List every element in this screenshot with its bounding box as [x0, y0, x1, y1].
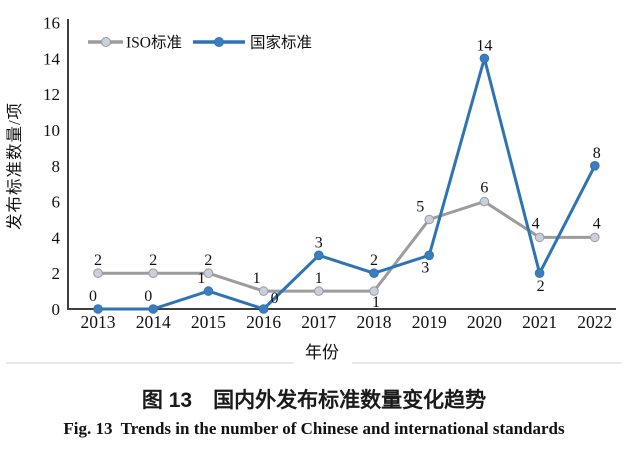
x-tick-label: 2022: [577, 312, 612, 332]
x-tick-label: 2020: [467, 312, 502, 332]
x-tick-label: 2014: [136, 312, 171, 332]
data-point: [424, 250, 435, 261]
data-label: 1: [315, 270, 323, 287]
data-point: [590, 232, 600, 243]
data-point: [369, 286, 379, 296]
data-point: [203, 268, 214, 279]
y-tick-label: 10: [43, 121, 60, 140]
data-label: 5: [416, 199, 424, 216]
data-point: [203, 286, 214, 296]
data-label: 1: [197, 270, 205, 287]
legend-label: 国家标准: [250, 34, 312, 52]
legend-label: ISO标准: [126, 34, 182, 52]
x-tick-label: 2015: [191, 312, 226, 332]
data-label: 1: [253, 270, 261, 287]
data-point: [424, 214, 435, 225]
data-label: 1: [372, 294, 380, 311]
data-label: 2: [149, 252, 157, 269]
data-point: [314, 286, 324, 296]
y-tick-label: 14: [43, 49, 61, 68]
data-label: 4: [532, 215, 540, 232]
data-label: 2: [204, 252, 212, 269]
data-label: 6: [480, 180, 488, 197]
data-point: [93, 304, 103, 314]
data-point: [258, 304, 269, 314]
data-label: 3: [315, 234, 323, 251]
y-tick-label: 16: [43, 14, 60, 33]
x-tick-label: 2018: [357, 312, 392, 332]
series-line-1: [96, 56, 597, 311]
x-axis-title: 年份: [305, 343, 339, 362]
data-point: [534, 232, 545, 243]
x-axis-title-backing: [294, 340, 352, 365]
data-point: [148, 304, 158, 314]
y-tick-label: 2: [52, 264, 61, 283]
series-line-0: [96, 200, 597, 293]
x-tick-label: 2019: [412, 312, 447, 332]
data-label: 0: [271, 290, 279, 307]
legend-marker-dot: [214, 37, 224, 47]
data-label: 2: [370, 252, 378, 269]
data-label: 2: [94, 252, 102, 269]
data-point: [534, 268, 545, 279]
y-axis-title: 发布标准数量/项: [5, 102, 24, 230]
y-tick-label: 6: [52, 193, 61, 212]
data-label: 14: [476, 37, 492, 54]
data-point: [93, 268, 103, 279]
data-point: [314, 250, 324, 261]
y-tick-label: 0: [52, 300, 61, 319]
y-tick-label: 8: [52, 157, 61, 176]
x-tick-label: 2021: [522, 312, 557, 332]
figure-caption-en: Fig. 13 Trends in the number of Chinese …: [63, 419, 565, 438]
data-label: 8: [593, 145, 601, 162]
data-label: 0: [89, 288, 97, 305]
y-tick-label: 12: [43, 85, 60, 104]
y-tick-label: 4: [52, 228, 61, 247]
data-label: 0: [144, 288, 152, 305]
legend: ISO标准 国家标准: [88, 34, 312, 52]
data-label: 4: [593, 215, 601, 232]
data-point: [258, 286, 269, 296]
x-tick-label: 2016: [246, 312, 281, 332]
legend-item-0: ISO标准: [88, 34, 182, 52]
x-tick-label: 2013: [81, 312, 116, 332]
legend-item-1: 国家标准: [193, 34, 312, 52]
data-point: [369, 268, 379, 279]
data-label: 3: [421, 259, 429, 276]
data-point: [590, 161, 600, 171]
data-point: [479, 53, 490, 64]
data-point: [479, 196, 490, 207]
x-tick-label: 2017: [301, 312, 336, 332]
legend-marker-dot: [101, 37, 111, 47]
data-point: [148, 268, 158, 279]
data-label: 2: [537, 278, 545, 295]
figure-caption-zh: 图 13 国内外发布标准数量变化趋势: [141, 389, 487, 412]
